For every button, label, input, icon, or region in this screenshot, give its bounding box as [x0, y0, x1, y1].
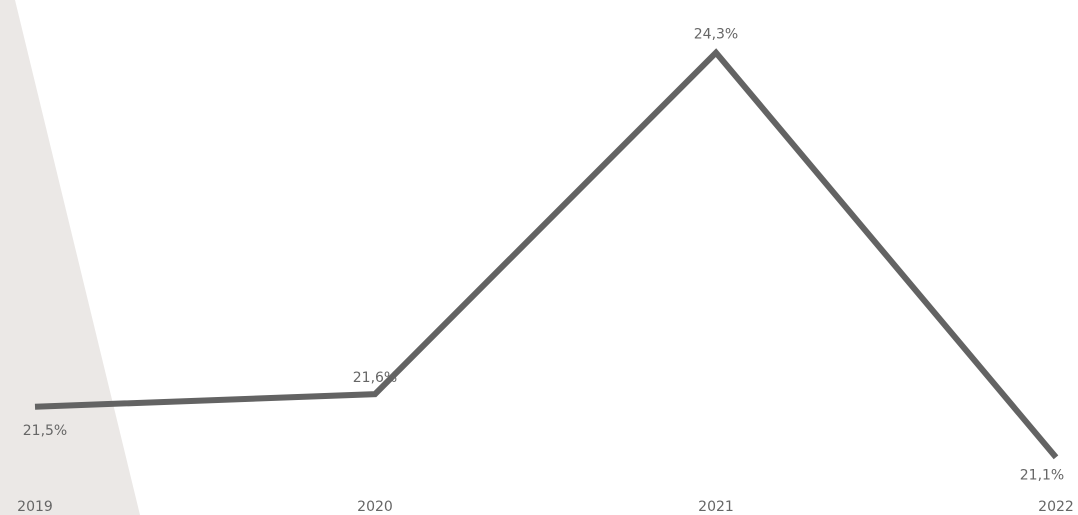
background-band — [0, 0, 140, 515]
data-label-2020: 21,6% — [353, 370, 397, 386]
data-label-2021: 24,3% — [694, 27, 738, 43]
x-tick-label-2021: 2021 — [698, 499, 734, 515]
series-line — [34, 48, 1059, 460]
data-labels: 21,5% 21,6% 24,3% 21,1% — [23, 27, 1064, 484]
x-tick-label-2019: 2019 — [17, 499, 53, 515]
x-axis: 2019 2020 2021 2022 — [17, 499, 1074, 515]
x-tick-label-2020: 2020 — [357, 499, 393, 515]
x-tick-label-2022: 2022 — [1038, 499, 1074, 515]
data-label-2022: 21,1% — [1020, 467, 1064, 483]
data-label-2019: 21,5% — [23, 423, 67, 439]
